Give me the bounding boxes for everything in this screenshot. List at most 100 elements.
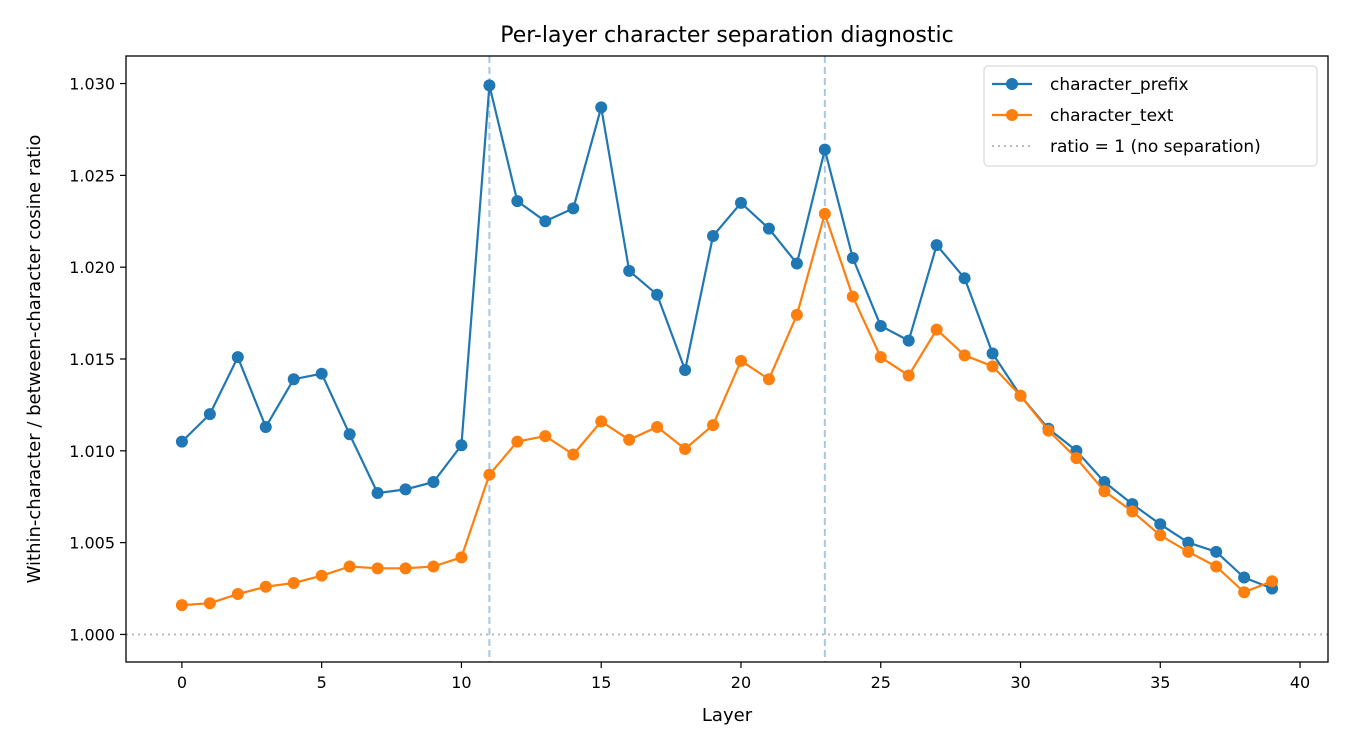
data-point-character_prefix: [679, 364, 692, 377]
legend-swatch-marker: [1006, 78, 1018, 90]
data-point-character_prefix: [371, 487, 384, 500]
data-point-character_prefix: [259, 420, 272, 433]
data-point-character_text: [231, 588, 244, 601]
data-point-character_text: [679, 442, 692, 455]
legend-entry: ratio = 1 (no separation): [992, 137, 1261, 157]
data-point-character_text: [986, 360, 999, 373]
x-tick-label: 30: [1010, 673, 1030, 692]
data-point-character_text: [1014, 389, 1027, 402]
data-point-character_text: [427, 560, 440, 573]
data-point-character_text: [455, 551, 468, 564]
data-point-character_prefix: [1210, 545, 1223, 558]
data-point-character_text: [930, 323, 943, 336]
data-point-character_prefix: [651, 288, 664, 301]
data-point-character_text: [259, 580, 272, 593]
data-point-character_text: [651, 420, 664, 433]
data-point-character_prefix: [595, 101, 608, 114]
data-point-character_text: [874, 351, 887, 364]
series-line-character_text: [181, 212, 1273, 607]
y-axis-label: Within-character / between-character cos…: [24, 135, 45, 584]
y-tick-label: 1.030: [69, 75, 115, 94]
data-point-character_text: [1042, 424, 1055, 437]
data-point-character_prefix: [231, 351, 244, 364]
data-point-character_prefix: [539, 215, 552, 228]
x-tick-label: 0: [177, 673, 187, 692]
data-point-character_prefix: [1182, 536, 1195, 549]
x-tick-label: 5: [317, 673, 327, 692]
data-point-character_text: [483, 468, 496, 481]
data-point-character_prefix: [203, 408, 216, 421]
y-tick-label: 1.025: [69, 166, 115, 185]
data-point-character_prefix: [455, 439, 468, 452]
data-point-character_text: [595, 415, 608, 428]
data-point-character_text: [762, 373, 775, 386]
legend-entry: character_text: [992, 106, 1174, 126]
data-point-character_text: [343, 560, 356, 573]
data-point-character_text: [511, 435, 524, 448]
data-point-character_text: [1266, 575, 1279, 588]
y-tick-label: 1.020: [69, 258, 115, 277]
chart-title: Per-layer character separation diagnosti…: [500, 23, 953, 48]
legend-label: character_text: [1050, 106, 1174, 126]
data-point-character_text: [287, 577, 300, 590]
data-point-character_text: [1126, 505, 1139, 518]
x-tick-label: 10: [451, 673, 471, 692]
data-point-character_prefix: [399, 483, 412, 496]
data-point-character_text: [958, 349, 971, 362]
data-point-character_prefix: [427, 476, 440, 489]
data-point-character_prefix: [567, 202, 580, 215]
data-point-character_prefix: [343, 428, 356, 441]
data-point-character_text: [1098, 485, 1111, 498]
data-point-character_text: [818, 207, 831, 220]
data-point-character_text: [1182, 545, 1195, 558]
data-point-character_prefix: [1238, 571, 1251, 584]
data-point-character_prefix: [734, 196, 747, 209]
data-point-character_prefix: [902, 334, 915, 347]
data-point-character_prefix: [623, 264, 636, 277]
legend-label: character_prefix: [1050, 75, 1189, 95]
data-point-character_prefix: [287, 373, 300, 386]
y-tick-label: 1.010: [69, 442, 115, 461]
legend-entry: character_prefix: [992, 75, 1189, 95]
data-point-character_prefix: [958, 272, 971, 285]
data-point-character_prefix: [707, 229, 720, 242]
data-point-character_text: [1070, 452, 1083, 465]
data-point-character_prefix: [818, 143, 831, 156]
data-point-character_text: [1238, 586, 1251, 599]
data-point-character_text: [175, 599, 188, 612]
x-tick-label: 20: [731, 673, 751, 692]
series-character_text: [175, 207, 1279, 612]
data-point-character_prefix: [762, 222, 775, 235]
data-point-character_prefix: [1154, 518, 1167, 531]
y-tick-label: 1.000: [69, 625, 115, 644]
x-tick-label: 15: [591, 673, 611, 692]
x-axis-label: Layer: [702, 705, 753, 726]
x-tick-label: 25: [871, 673, 891, 692]
series-line-character_prefix: [181, 84, 1273, 590]
data-point-character_prefix: [874, 319, 887, 332]
data-point-character_text: [539, 430, 552, 443]
data-point-character_prefix: [790, 257, 803, 270]
data-point-character_prefix: [986, 347, 999, 360]
plot-area: [126, 56, 1328, 662]
data-point-character_prefix: [483, 79, 496, 92]
data-point-character_prefix: [511, 195, 524, 208]
data-point-character_text: [371, 562, 384, 575]
legend-swatch-marker: [1006, 109, 1018, 121]
data-point-character_text: [846, 290, 859, 303]
data-point-character_text: [707, 419, 720, 432]
data-point-character_text: [399, 562, 412, 575]
data-point-character_text: [1210, 560, 1223, 573]
data-point-character_prefix: [175, 435, 188, 448]
data-point-character_text: [902, 369, 915, 382]
y-tick-label: 1.015: [69, 350, 115, 369]
data-point-character_text: [567, 448, 580, 461]
data-point-character_prefix: [315, 367, 328, 380]
data-point-character_text: [734, 354, 747, 367]
y-tick-label: 1.005: [69, 534, 115, 553]
data-point-character_prefix: [930, 239, 943, 252]
data-point-character_text: [315, 569, 328, 582]
legend-box: [983, 65, 1318, 167]
